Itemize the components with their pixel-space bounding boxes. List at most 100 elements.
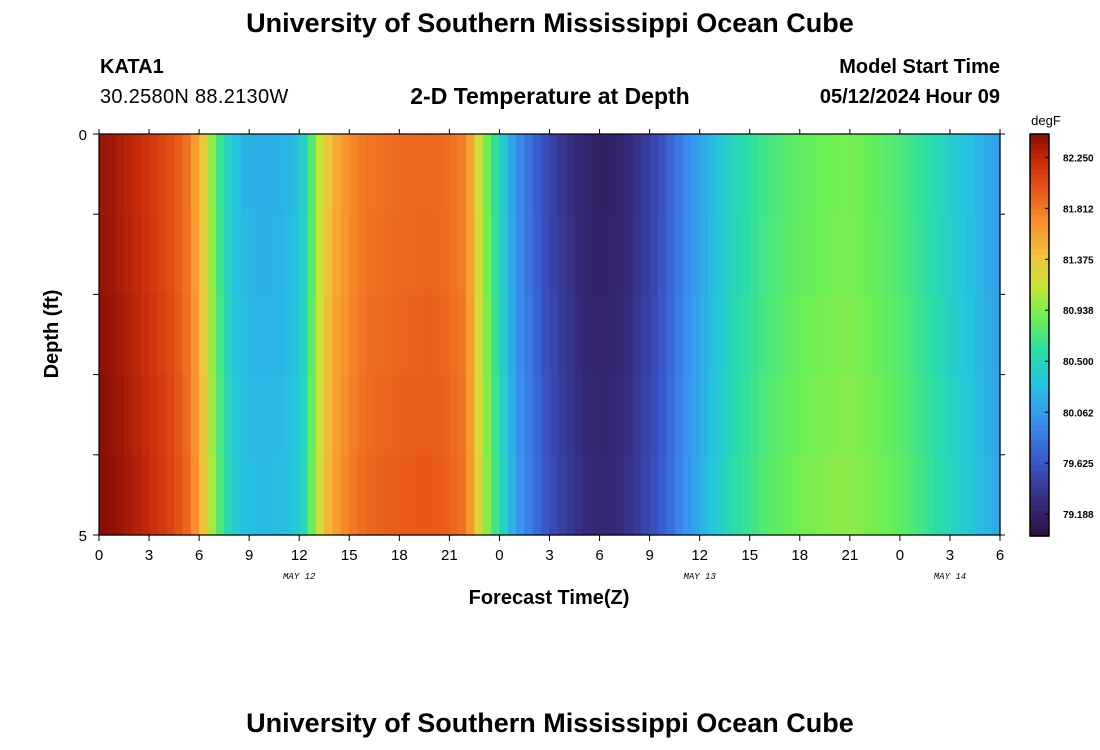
heatmap-cell [282,134,292,215]
heatmap-cell [891,214,901,295]
heatmap-cell [666,294,676,376]
heatmap-cell [240,374,250,456]
heatmap-cell [849,294,859,376]
heatmap-cell [190,214,200,295]
heatmap-cell [799,134,809,215]
x-tick-label: 9 [645,547,653,564]
heatmap-cell [816,134,826,215]
heatmap-cell [249,454,259,536]
heatmap-cell [541,294,551,376]
colorbar-segment [1030,199,1049,205]
heatmap-cell [382,214,392,295]
colorbar-segment [1030,460,1049,467]
heatmap-cell [607,294,617,376]
heatmap-cell [124,214,133,295]
heatmap-cell [916,374,926,456]
heatmap-cell [132,294,142,376]
heatmap-cell [165,374,175,456]
heatmap-cell [249,374,259,456]
heatmap-cell [115,214,125,295]
axis-ticks [93,129,1005,541]
heatmap-cell [307,294,317,376]
heatmap-cell [365,294,375,376]
heatmap-cell [774,134,784,215]
heatmap-cell [899,134,909,215]
heatmap-cell [949,374,959,456]
heatmap-cell [207,374,217,456]
heatmap-cell [541,134,551,215]
heatmap-cell [199,134,209,215]
colorbar-segment [1030,324,1049,331]
heatmap-cell [532,214,542,295]
x-tick-label: 9 [245,547,253,564]
heatmap-cell [224,214,234,295]
heatmap-cell [199,294,209,376]
heatmap-cell [582,214,592,295]
heatmap-cell [549,294,559,376]
heatmap-cell [140,374,150,456]
heatmap-cell [449,134,459,215]
heatmap-cell [274,374,284,456]
colorbar-segment [1030,510,1049,517]
heatmap-cell [682,134,692,215]
heatmap-cell [299,214,309,295]
station-coordinates: 30.2580N 88.2130W [100,86,289,108]
heatmap-cell [774,214,784,295]
heatmap-cell [958,454,968,536]
colorbar: 82.250 81.812 81.375 80.938 80.500 80.062 79.6… [1029,133,1094,537]
heatmap-cell [157,134,167,215]
heatmap-cell [908,294,918,376]
heatmap-cell [949,214,959,295]
heatmap-cell [816,214,826,295]
heatmap-cell [357,134,367,215]
heatmap-cell [899,454,909,536]
heatmap-cell [474,214,484,295]
heatmap-cell [766,134,776,215]
heatmap-cell [699,134,709,215]
heatmap-cell [582,374,592,456]
heatmap-cell [666,454,676,536]
heatmap-cell [649,134,659,215]
heatmap-cell [215,214,225,295]
heatmap-cell [482,454,492,536]
heatmap-cell [399,214,409,295]
heatmap-cell [916,454,926,536]
heatmap-cell [632,454,642,536]
heatmap-cell [349,454,359,536]
heatmap-cell [624,454,634,536]
heatmap-cell [332,134,342,215]
heatmap-cell [758,214,767,295]
x-tick-label: 18 [791,547,808,564]
heatmap-cell [499,294,509,376]
heatmap-cell [340,134,350,215]
heatmap-cell [349,294,359,376]
heatmap-cell [274,214,284,295]
heatmap-cell [290,374,300,456]
heatmap-cell [966,214,976,295]
heatmap-cell [674,134,684,215]
heatmap-cell [307,134,317,215]
heatmap-cell [958,214,968,295]
heatmap-cell [265,454,275,536]
heatmap-cell [933,134,943,215]
heatmap-cell [257,454,267,536]
heatmap-cell [949,454,959,536]
heatmap-cell [140,214,150,295]
heatmap-cell [524,294,534,376]
heatmap-cell [808,454,818,536]
heatmap-cell [858,294,868,376]
colorbar-segment [1030,239,1049,246]
colorbar-segment [1030,319,1049,326]
heatmap-cell [641,454,651,536]
colorbar-segment [1030,430,1049,437]
heatmap-cell [883,134,893,215]
heatmap-cell [733,134,742,215]
colorbar-segment [1030,520,1049,527]
heatmap-cell [574,294,584,376]
heatmap-cell [224,454,234,536]
heatmap-cell [124,374,133,456]
colorbar-segment [1030,289,1049,296]
heatmap-cell [824,454,834,536]
heatmap-cell [282,374,292,456]
heatmap-cell [958,294,968,376]
